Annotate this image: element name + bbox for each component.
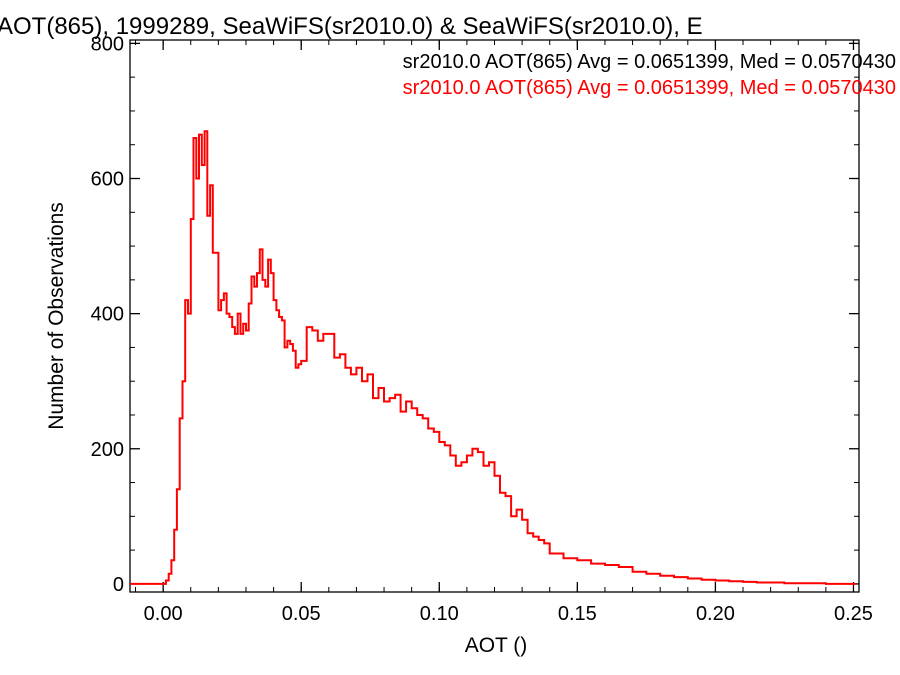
x-tick-label: 0.20	[696, 603, 735, 625]
plot-frame	[129, 39, 860, 593]
y-tick-label: 0	[113, 574, 124, 596]
stats-annotation-red: sr2010.0 AOT(865) Avg = 0.0651399, Med =…	[403, 77, 896, 99]
stats-annotation-black: sr2010.0 AOT(865) Avg = 0.0651399, Med =…	[403, 51, 896, 73]
histogram-series-line	[130, 130, 857, 585]
y-axis-label: Number of Observations	[45, 202, 68, 430]
y-tick-label: 800	[91, 33, 124, 55]
x-tick-label: 0.15	[558, 603, 597, 625]
x-axis-label: AOT ()	[465, 634, 528, 657]
x-tick-label: 0.25	[834, 603, 873, 625]
y-tick-label: 400	[91, 304, 124, 326]
x-tick-label: 0.00	[144, 603, 183, 625]
y-tick-label: 200	[91, 439, 124, 461]
y-tick-label: 600	[91, 169, 124, 191]
x-tick-label: 0.10	[420, 603, 459, 625]
chart-title: AOT(865), 1999289, SeaWiFS(sr2010.0) & S…	[0, 13, 703, 40]
x-tick-label: 0.05	[282, 603, 321, 625]
